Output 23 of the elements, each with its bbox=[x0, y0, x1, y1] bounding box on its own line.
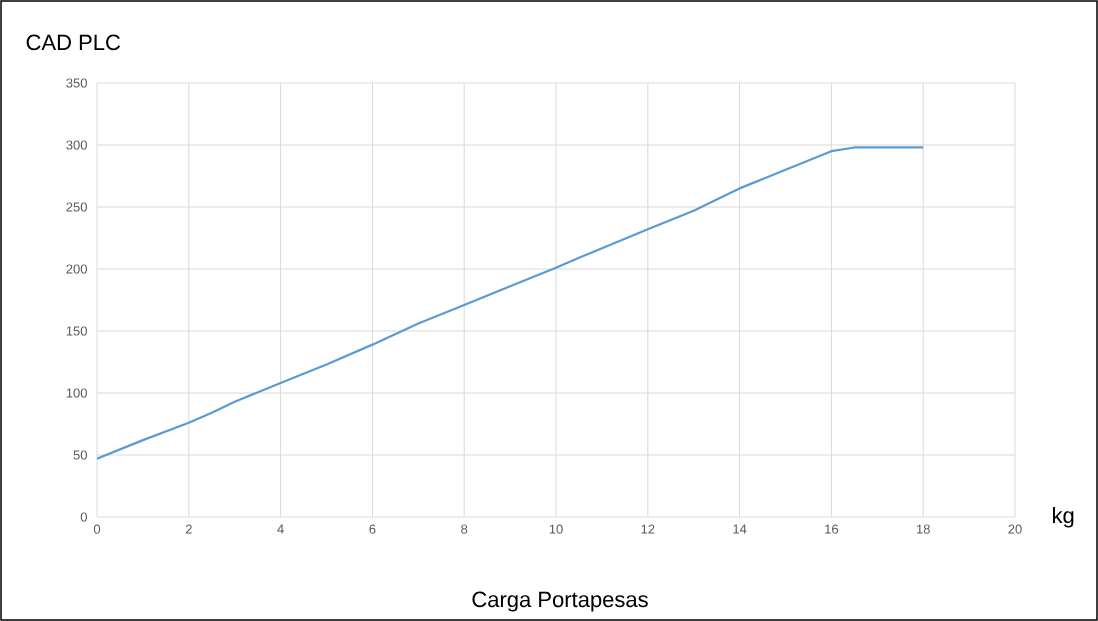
x-tick-label: 16 bbox=[825, 524, 839, 534]
y-tick-label: 250 bbox=[66, 202, 87, 212]
x-tick-label: 10 bbox=[549, 524, 563, 534]
y-tick-label: 350 bbox=[66, 78, 87, 88]
x-tick-label: 18 bbox=[916, 524, 930, 534]
y-tick-label: 50 bbox=[73, 450, 87, 460]
y-tick-label: 150 bbox=[66, 326, 87, 336]
x-tick-label: 14 bbox=[733, 524, 747, 534]
x-tick-label: 6 bbox=[369, 524, 376, 534]
line-series bbox=[97, 146, 925, 460]
x-tick-label: 4 bbox=[277, 524, 284, 534]
x-tick-label: 8 bbox=[461, 524, 468, 534]
y-tick-label: 100 bbox=[66, 388, 87, 398]
x-axis-title: Carga Portapesas bbox=[472, 591, 648, 612]
y-axis-title: CAD PLC bbox=[26, 34, 121, 51]
y-tick-label: 200 bbox=[66, 264, 87, 274]
x-tick-label: 0 bbox=[93, 524, 101, 534]
text: kg bbox=[1053, 507, 1074, 528]
y-tick-label: 0 bbox=[80, 512, 87, 522]
y-tick-label: 300 bbox=[66, 140, 87, 150]
x-tick-label: 12 bbox=[641, 524, 655, 534]
x-tick-label: 20 bbox=[1008, 524, 1022, 534]
x-tick-label: 2 bbox=[185, 524, 192, 534]
